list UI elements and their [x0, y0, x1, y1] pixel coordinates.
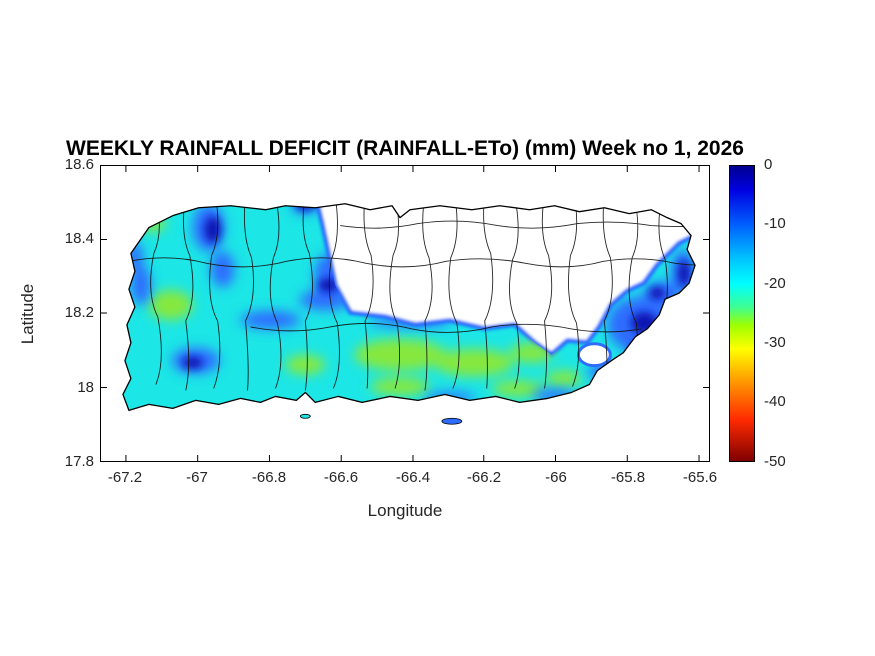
- plot-area: [100, 165, 710, 462]
- x-tick-label: -65.8: [610, 469, 646, 486]
- x-tick-label: -66.4: [395, 469, 431, 486]
- x-tick-label: -66: [545, 469, 567, 486]
- y-axis-label: Latitude: [18, 283, 37, 345]
- white-pocket: [576, 342, 612, 368]
- contour-fill-layer: [122, 203, 696, 411]
- x-tick-label: -66.2: [466, 469, 502, 486]
- chart-title: WEEKLY RAINFALL DEFICIT (RAINFALL-ETo) (…: [66, 137, 744, 160]
- offshore-islets: [299, 413, 463, 425]
- x-tick-label: -65.6: [682, 469, 718, 486]
- colorbar-tick-label: -30: [764, 334, 786, 351]
- colorbar: [729, 165, 755, 462]
- x-tick-label: -67: [186, 469, 208, 486]
- colorbar-tick-label: -20: [764, 275, 786, 292]
- y-tick-label: 18: [77, 379, 94, 396]
- colorbar-tick-label: -50: [764, 453, 786, 470]
- puerto-rico-map: [101, 166, 709, 461]
- x-tick-label: -67.2: [107, 469, 143, 486]
- y-tick-label: 18.6: [64, 156, 94, 173]
- colorbar-tick-label: -40: [764, 393, 786, 410]
- y-tick-label: 18.4: [64, 230, 94, 247]
- x-tick-label: -66.8: [251, 469, 287, 486]
- x-tick-label: -66.6: [323, 469, 359, 486]
- x-axis-label: Longitude: [367, 501, 443, 520]
- axis-tick-marks: [101, 166, 709, 461]
- colorbar-tick-label: 0: [764, 156, 773, 173]
- coastline-outline: [122, 203, 696, 411]
- y-tick-label: 18.2: [64, 304, 94, 321]
- y-tick-label: 17.8: [64, 453, 94, 470]
- colorbar-tick-label: -10: [764, 215, 786, 232]
